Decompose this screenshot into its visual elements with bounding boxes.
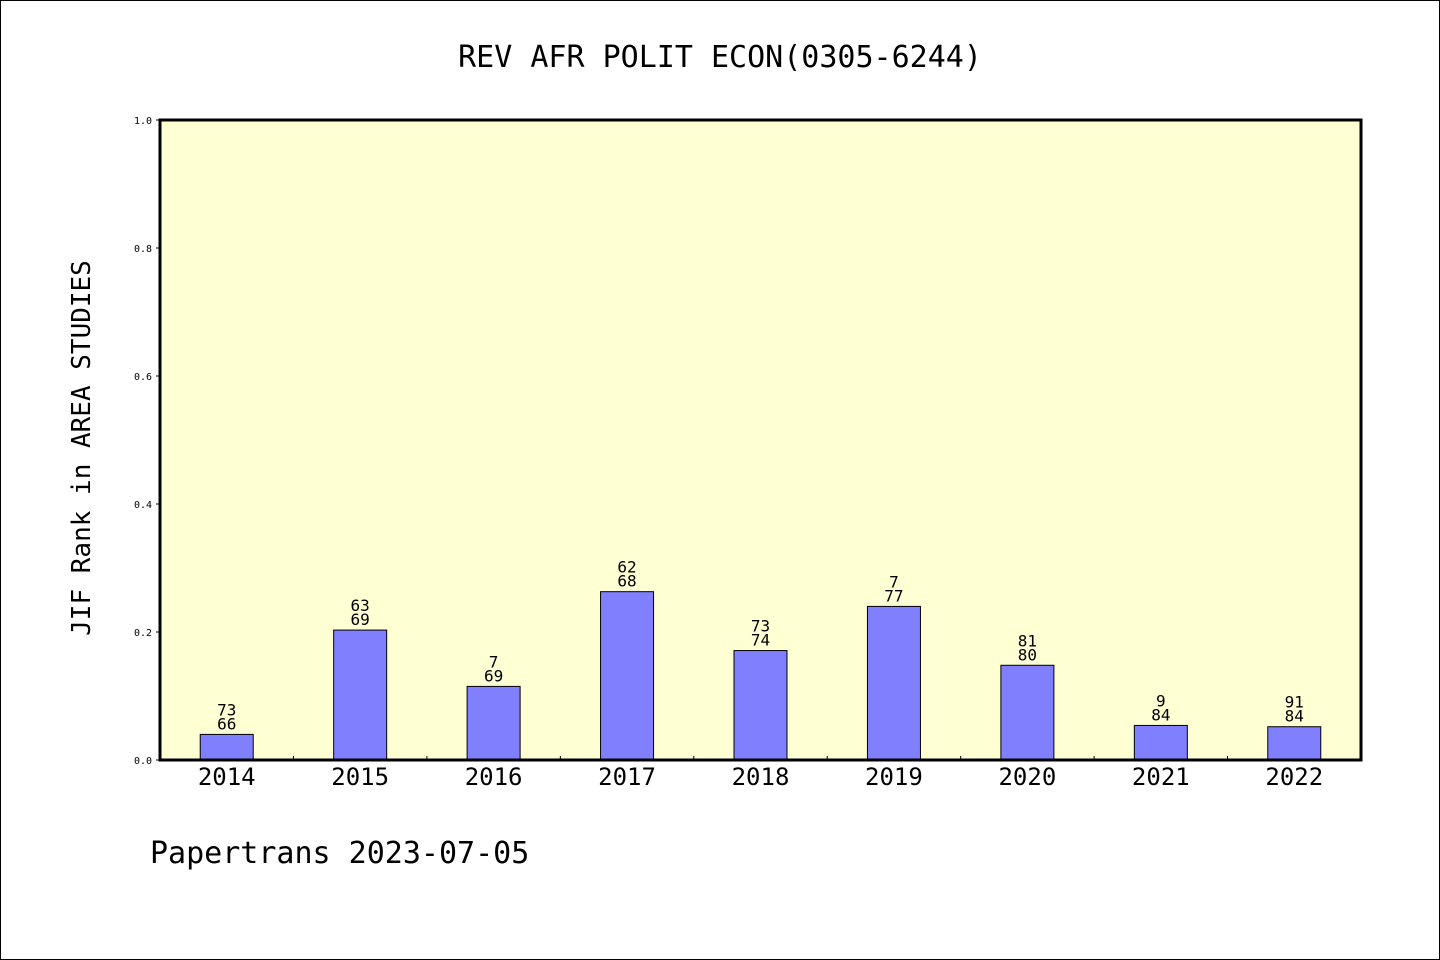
bar-label-bottom: 69: [484, 666, 503, 685]
bar-label-top: 81: [1018, 631, 1037, 650]
x-tick-label: 2016: [465, 763, 523, 791]
x-axis-ticks: 2014 2015 2016 2017 2018 2019 2020 2021 2022: [198, 756, 1323, 791]
y-tick-label: 1.0: [134, 116, 152, 127]
bar-2022: [1267, 726, 1322, 761]
bar-2016: [466, 685, 521, 761]
bar-2021: [1133, 724, 1188, 761]
y-tick-label: 0.2: [134, 628, 152, 639]
bar-2019: [866, 605, 921, 761]
bar-label-top: 73: [751, 617, 770, 636]
y-tick-label: 0.0: [134, 756, 152, 767]
footer-stamp: Papertrans 2023-07-05: [150, 836, 529, 871]
x-tick-label: 2014: [198, 763, 256, 791]
bar-2014: [199, 733, 254, 761]
bar-label-bottom: 80: [1018, 645, 1037, 664]
y-axis-label: JIF Rank in AREA STUDIES: [67, 260, 97, 636]
plot-border: [158, 118, 1363, 762]
y-tick-label: 0.8: [134, 244, 152, 255]
x-tick-label: 2022: [1265, 763, 1323, 791]
bar-2018: [733, 650, 788, 761]
bar-label-bottom: 69: [351, 610, 370, 629]
x-tick-label: 2017: [598, 763, 656, 791]
chart-title: REV AFR POLIT ECON(0305-6244): [458, 40, 982, 75]
y-tick-label: 0.4: [134, 500, 152, 511]
bar-label-top: 73: [217, 700, 236, 719]
bar-label-bottom: 77: [884, 586, 903, 605]
y-axis-ticks: 0.0 0.2 0.4 0.6 0.8 1.0: [134, 116, 160, 767]
bar-label-top: 62: [617, 558, 636, 577]
bar-label-top: 91: [1285, 693, 1304, 712]
bar-label-bottom: 84: [1151, 705, 1170, 724]
x-tick-label: 2015: [331, 763, 389, 791]
bar-2020: [1000, 664, 1055, 761]
bar-label-top: 7: [889, 572, 899, 591]
bar-label-bottom: 74: [751, 631, 770, 650]
bar-label-bottom: 66: [217, 714, 236, 733]
bar-2015: [333, 629, 388, 761]
x-tick-label: 2021: [1132, 763, 1190, 791]
bar-label-top: 7: [489, 652, 499, 671]
bar-label-bottom: 84: [1285, 707, 1304, 726]
bar-label-bottom: 68: [617, 572, 636, 591]
x-tick-label: 2018: [732, 763, 790, 791]
bar-label-top: 9: [1156, 691, 1166, 710]
bar-2017: [600, 591, 655, 761]
x-tick-label: 2020: [998, 763, 1056, 791]
y-tick-label: 0.6: [134, 372, 152, 383]
bar-label-top: 63: [351, 596, 370, 615]
x-tick-label: 2019: [865, 763, 923, 791]
